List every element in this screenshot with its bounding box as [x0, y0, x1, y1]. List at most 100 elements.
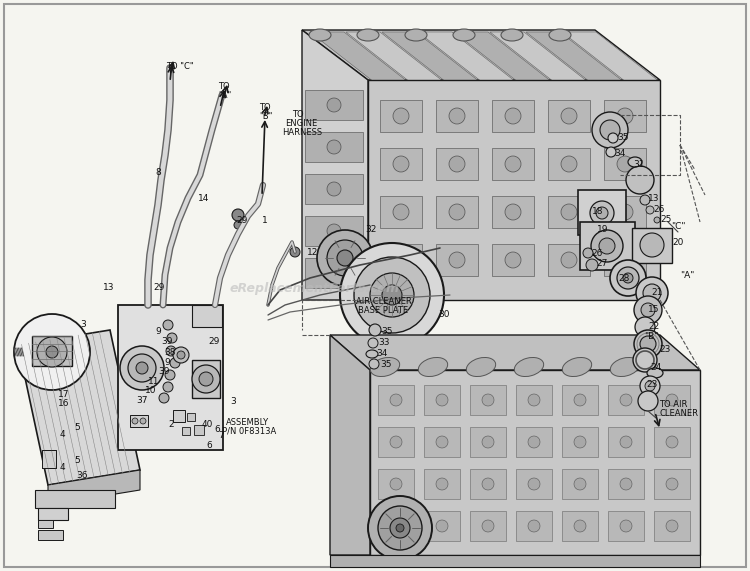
- Circle shape: [610, 260, 646, 296]
- Circle shape: [170, 358, 180, 368]
- Bar: [118, 305, 223, 450]
- Polygon shape: [418, 32, 516, 82]
- Circle shape: [574, 478, 586, 490]
- Text: 16: 16: [58, 399, 70, 408]
- Circle shape: [620, 478, 632, 490]
- Bar: [436, 244, 478, 276]
- Circle shape: [393, 204, 409, 220]
- Text: 26: 26: [653, 205, 664, 214]
- Ellipse shape: [647, 368, 663, 378]
- Text: 36: 36: [76, 471, 88, 480]
- Text: 9: 9: [155, 327, 160, 336]
- Bar: [516, 385, 552, 415]
- Text: 34: 34: [614, 149, 626, 158]
- Circle shape: [640, 233, 664, 257]
- Bar: [492, 196, 534, 228]
- Text: 26: 26: [591, 249, 602, 258]
- Bar: [378, 385, 414, 415]
- Bar: [604, 196, 646, 228]
- Circle shape: [528, 520, 540, 532]
- Circle shape: [337, 250, 353, 266]
- Circle shape: [505, 204, 521, 220]
- Text: 39: 39: [158, 367, 170, 376]
- Text: AIR CLEANER: AIR CLEANER: [356, 297, 412, 306]
- Text: 23: 23: [659, 345, 670, 354]
- Circle shape: [617, 156, 633, 172]
- Text: 34: 34: [376, 349, 387, 358]
- Bar: [548, 148, 590, 180]
- Bar: [470, 385, 506, 415]
- Text: 35: 35: [380, 360, 392, 369]
- Bar: [580, 222, 635, 270]
- Bar: [470, 427, 506, 457]
- Circle shape: [633, 348, 657, 372]
- Bar: [470, 511, 506, 541]
- Circle shape: [382, 285, 402, 305]
- Text: HARNESS: HARNESS: [282, 128, 322, 137]
- Circle shape: [626, 166, 654, 194]
- Bar: [192, 360, 220, 398]
- Text: 38: 38: [164, 348, 176, 357]
- Bar: [38, 520, 53, 528]
- Circle shape: [159, 393, 169, 403]
- Circle shape: [596, 207, 608, 219]
- Ellipse shape: [366, 350, 378, 358]
- Bar: [562, 511, 598, 541]
- Bar: [380, 100, 422, 132]
- Text: 32: 32: [365, 225, 376, 234]
- Ellipse shape: [628, 157, 642, 167]
- Bar: [654, 427, 690, 457]
- Circle shape: [620, 520, 632, 532]
- Bar: [330, 555, 700, 567]
- Bar: [305, 90, 363, 120]
- Ellipse shape: [501, 29, 523, 41]
- Circle shape: [390, 436, 402, 448]
- Circle shape: [574, 520, 586, 532]
- Bar: [32, 336, 72, 366]
- Circle shape: [436, 436, 448, 448]
- Circle shape: [505, 252, 521, 268]
- Circle shape: [606, 147, 616, 157]
- Circle shape: [132, 418, 138, 424]
- Circle shape: [561, 204, 577, 220]
- Text: 5: 5: [74, 456, 80, 465]
- Text: 40: 40: [202, 420, 213, 429]
- Text: 4: 4: [60, 463, 66, 472]
- Bar: [380, 244, 422, 276]
- Circle shape: [120, 346, 164, 390]
- Ellipse shape: [405, 29, 427, 41]
- Text: 35: 35: [381, 327, 392, 336]
- Circle shape: [638, 391, 658, 411]
- Text: 3: 3: [230, 397, 236, 406]
- Text: 39: 39: [161, 337, 172, 346]
- Circle shape: [645, 381, 655, 391]
- Text: 28: 28: [618, 274, 629, 283]
- Bar: [492, 100, 534, 132]
- Bar: [608, 385, 644, 415]
- Text: TO "C": TO "C": [166, 62, 194, 71]
- Circle shape: [641, 303, 655, 317]
- Circle shape: [635, 317, 655, 337]
- Circle shape: [666, 520, 678, 532]
- Circle shape: [640, 336, 656, 352]
- Bar: [424, 385, 460, 415]
- Circle shape: [528, 478, 540, 490]
- Circle shape: [368, 496, 432, 560]
- Bar: [378, 469, 414, 499]
- Text: 18: 18: [592, 207, 604, 216]
- Circle shape: [369, 324, 381, 336]
- Bar: [632, 228, 672, 263]
- Circle shape: [136, 362, 148, 374]
- Circle shape: [390, 520, 402, 532]
- Circle shape: [636, 277, 668, 309]
- Circle shape: [234, 221, 242, 229]
- Bar: [562, 427, 598, 457]
- Circle shape: [390, 518, 410, 538]
- Text: 11: 11: [148, 377, 160, 386]
- Bar: [548, 196, 590, 228]
- Text: 7: 7: [218, 431, 223, 440]
- Bar: [378, 427, 414, 457]
- Ellipse shape: [466, 357, 496, 376]
- Bar: [436, 196, 478, 228]
- Polygon shape: [454, 32, 552, 82]
